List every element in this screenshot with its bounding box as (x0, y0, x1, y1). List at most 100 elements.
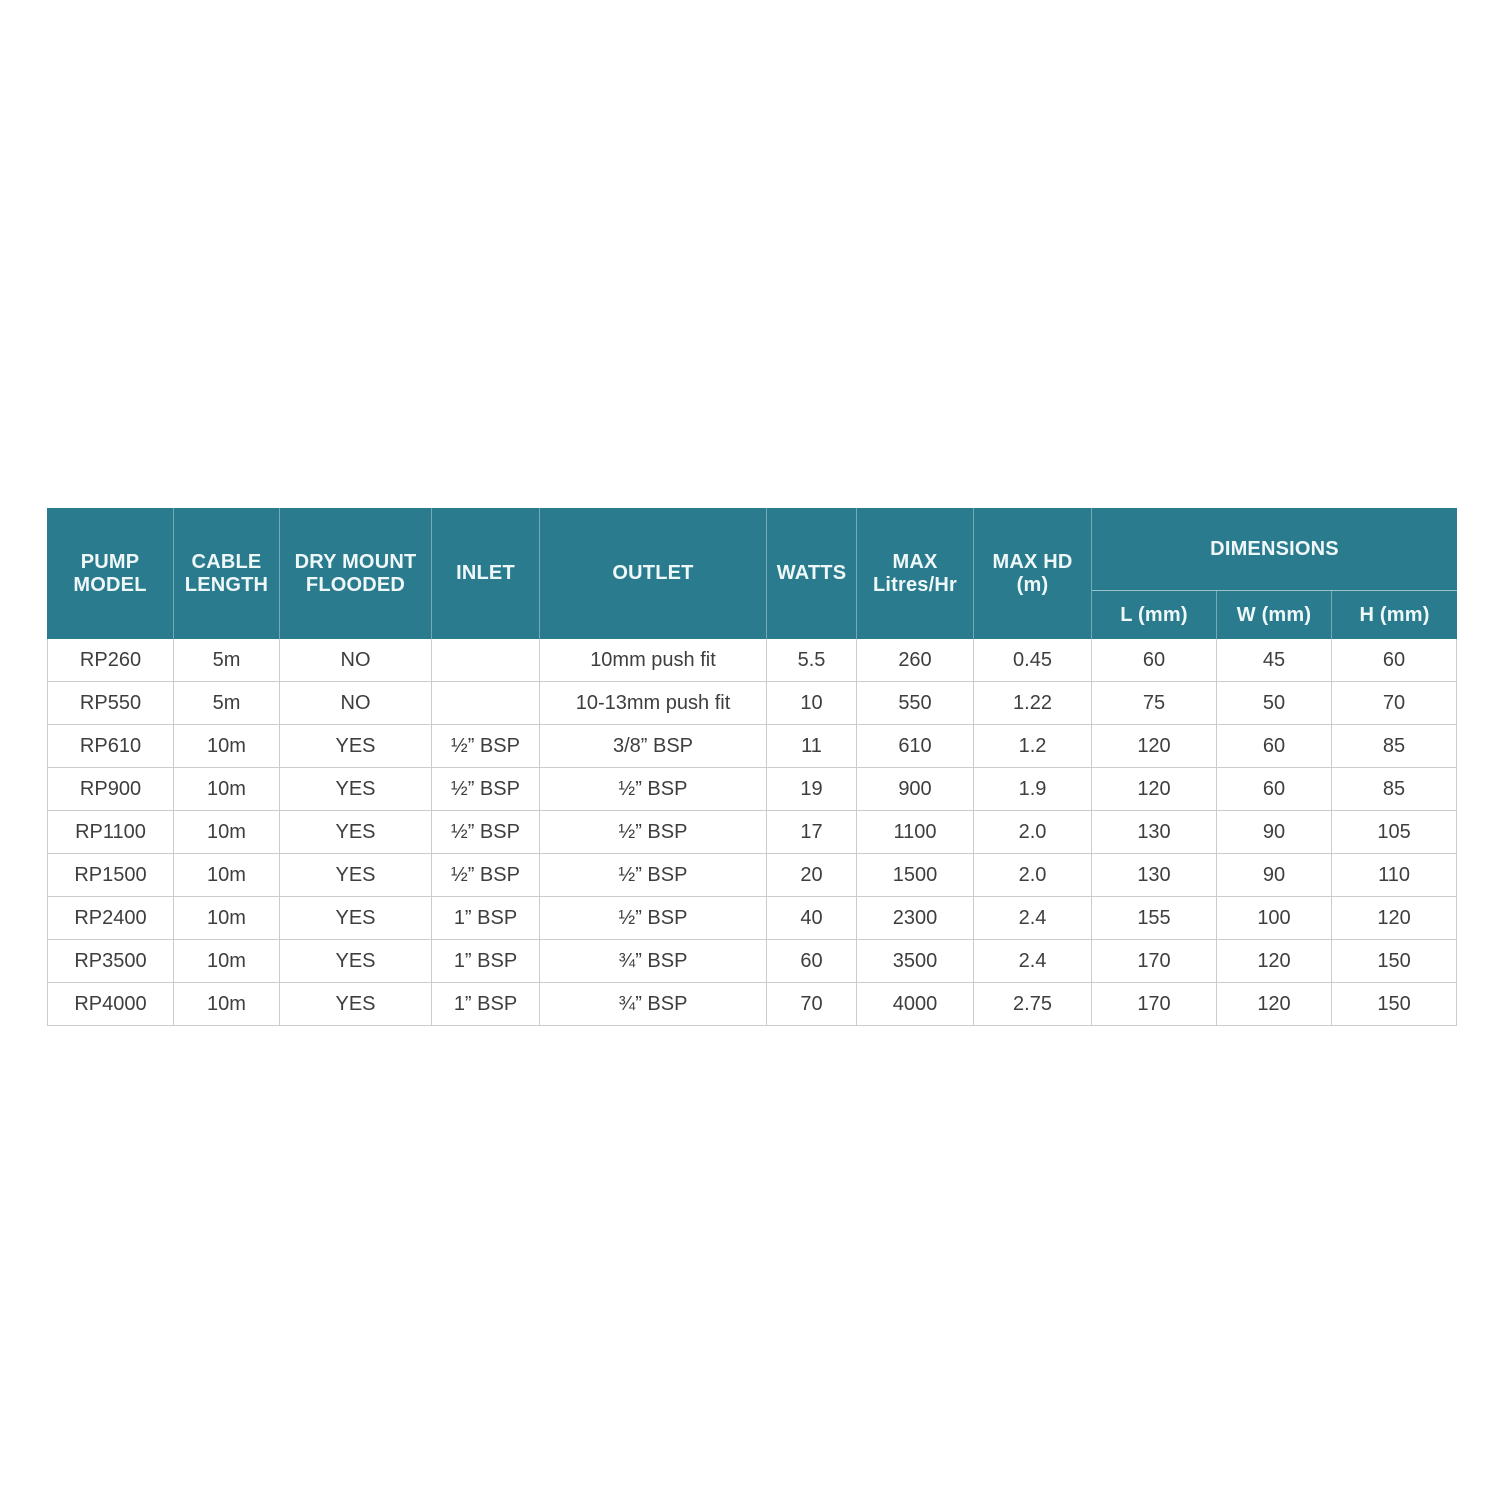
cell: 260 (857, 639, 974, 682)
col-header-max-hd: MAX HD (m) (974, 508, 1092, 639)
cell: 10mm push fit (540, 639, 767, 682)
table-row: RP1100 10m YES ½” BSP ½” BSP 17 1100 2.0 130 90 10… (47, 811, 1458, 854)
cell: 130 (1092, 854, 1217, 897)
cell: ¾” BSP (540, 983, 767, 1026)
cell: YES (280, 725, 432, 768)
cell: 155 (1092, 897, 1217, 940)
cell: 70 (767, 983, 857, 1026)
cell: 1500 (857, 854, 974, 897)
cell: NO (280, 682, 432, 725)
cell: ½” BSP (432, 811, 540, 854)
col-header-dimensions: DIMENSIONS (1092, 508, 1458, 591)
cell: 120 (1217, 983, 1332, 1026)
cell: 170 (1092, 983, 1217, 1026)
cell: 10m (174, 983, 280, 1026)
cell: 60 (767, 940, 857, 983)
table-row: RP610 10m YES ½” BSP 3/8” BSP 11 610 1.2 120 60 85 (47, 725, 1458, 768)
cell: 60 (1217, 725, 1332, 768)
cell: 70 (1332, 682, 1458, 725)
cell: ¾” BSP (540, 940, 767, 983)
cell: 5m (174, 639, 280, 682)
cell: 90 (1217, 811, 1332, 854)
table-row: RP1500 10m YES ½” BSP ½” BSP 20 1500 2.0 130 90 11… (47, 854, 1458, 897)
cell: 1” BSP (432, 940, 540, 983)
cell: 150 (1332, 983, 1458, 1026)
cell: ½” BSP (540, 811, 767, 854)
cell: ½” BSP (540, 854, 767, 897)
cell: 19 (767, 768, 857, 811)
pump-spec-table-wrap: PUMP MODEL CABLE LENGTH DRY MOUNT FLOODE… (47, 508, 1458, 1026)
cell: RP900 (47, 768, 174, 811)
cell: 2.4 (974, 897, 1092, 940)
col-header-max-litres-hr: MAX Litres/Hr (857, 508, 974, 639)
cell: 1100 (857, 811, 974, 854)
cell: 50 (1217, 682, 1332, 725)
cell: 85 (1332, 768, 1458, 811)
cell: 1” BSP (432, 983, 540, 1026)
col-header-dry-mount-flooded: DRY MOUNT FLOODED (280, 508, 432, 639)
cell: 4000 (857, 983, 974, 1026)
cell: 1.22 (974, 682, 1092, 725)
table-body: RP260 5m NO 10mm push fit 5.5 260 0.45 60 45 60 RP… (47, 639, 1458, 1026)
cell: YES (280, 854, 432, 897)
col-header-outlet: OUTLET (540, 508, 767, 639)
cell: ½” BSP (540, 768, 767, 811)
cell: 170 (1092, 940, 1217, 983)
cell: 100 (1217, 897, 1332, 940)
cell: 40 (767, 897, 857, 940)
cell: 2300 (857, 897, 974, 940)
cell: 75 (1092, 682, 1217, 725)
cell: 10 (767, 682, 857, 725)
cell: RP2400 (47, 897, 174, 940)
cell: 2.0 (974, 811, 1092, 854)
cell: RP260 (47, 639, 174, 682)
cell: 10-13mm push fit (540, 682, 767, 725)
cell: RP610 (47, 725, 174, 768)
cell: 3/8” BSP (540, 725, 767, 768)
cell: 610 (857, 725, 974, 768)
cell: 5.5 (767, 639, 857, 682)
cell: 110 (1332, 854, 1458, 897)
cell: RP3500 (47, 940, 174, 983)
table-row: RP2400 10m YES 1” BSP ½” BSP 40 2300 2.4 155 100 1… (47, 897, 1458, 940)
table-row: RP4000 10m YES 1” BSP ¾” BSP 70 4000 2.75 170 120… (47, 983, 1458, 1026)
cell: RP1500 (47, 854, 174, 897)
cell: 10m (174, 897, 280, 940)
cell: 120 (1217, 940, 1332, 983)
cell: YES (280, 768, 432, 811)
cell: 60 (1332, 639, 1458, 682)
table-row: RP260 5m NO 10mm push fit 5.5 260 0.45 60 45 60 (47, 639, 1458, 682)
cell: ½” BSP (540, 897, 767, 940)
cell: ½” BSP (432, 725, 540, 768)
cell: NO (280, 639, 432, 682)
table-row: RP3500 10m YES 1” BSP ¾” BSP 60 3500 2.4 170 120 1… (47, 940, 1458, 983)
cell: 10m (174, 940, 280, 983)
cell (432, 682, 540, 725)
cell: 120 (1332, 897, 1458, 940)
cell: RP4000 (47, 983, 174, 1026)
cell: 1.2 (974, 725, 1092, 768)
cell: YES (280, 983, 432, 1026)
cell: ½” BSP (432, 768, 540, 811)
cell: 85 (1332, 725, 1458, 768)
cell: 90 (1217, 854, 1332, 897)
cell: 11 (767, 725, 857, 768)
cell: 10m (174, 854, 280, 897)
cell: 550 (857, 682, 974, 725)
pump-spec-table: PUMP MODEL CABLE LENGTH DRY MOUNT FLOODE… (47, 508, 1458, 1026)
col-header-inlet: INLET (432, 508, 540, 639)
cell: 10m (174, 725, 280, 768)
cell: RP1100 (47, 811, 174, 854)
col-header-watts: WATTS (767, 508, 857, 639)
cell: 900 (857, 768, 974, 811)
cell: 45 (1217, 639, 1332, 682)
cell (432, 639, 540, 682)
cell: YES (280, 897, 432, 940)
cell: 2.0 (974, 854, 1092, 897)
cell: 120 (1092, 725, 1217, 768)
cell: 60 (1217, 768, 1332, 811)
cell: 105 (1332, 811, 1458, 854)
cell: 130 (1092, 811, 1217, 854)
cell: RP550 (47, 682, 174, 725)
